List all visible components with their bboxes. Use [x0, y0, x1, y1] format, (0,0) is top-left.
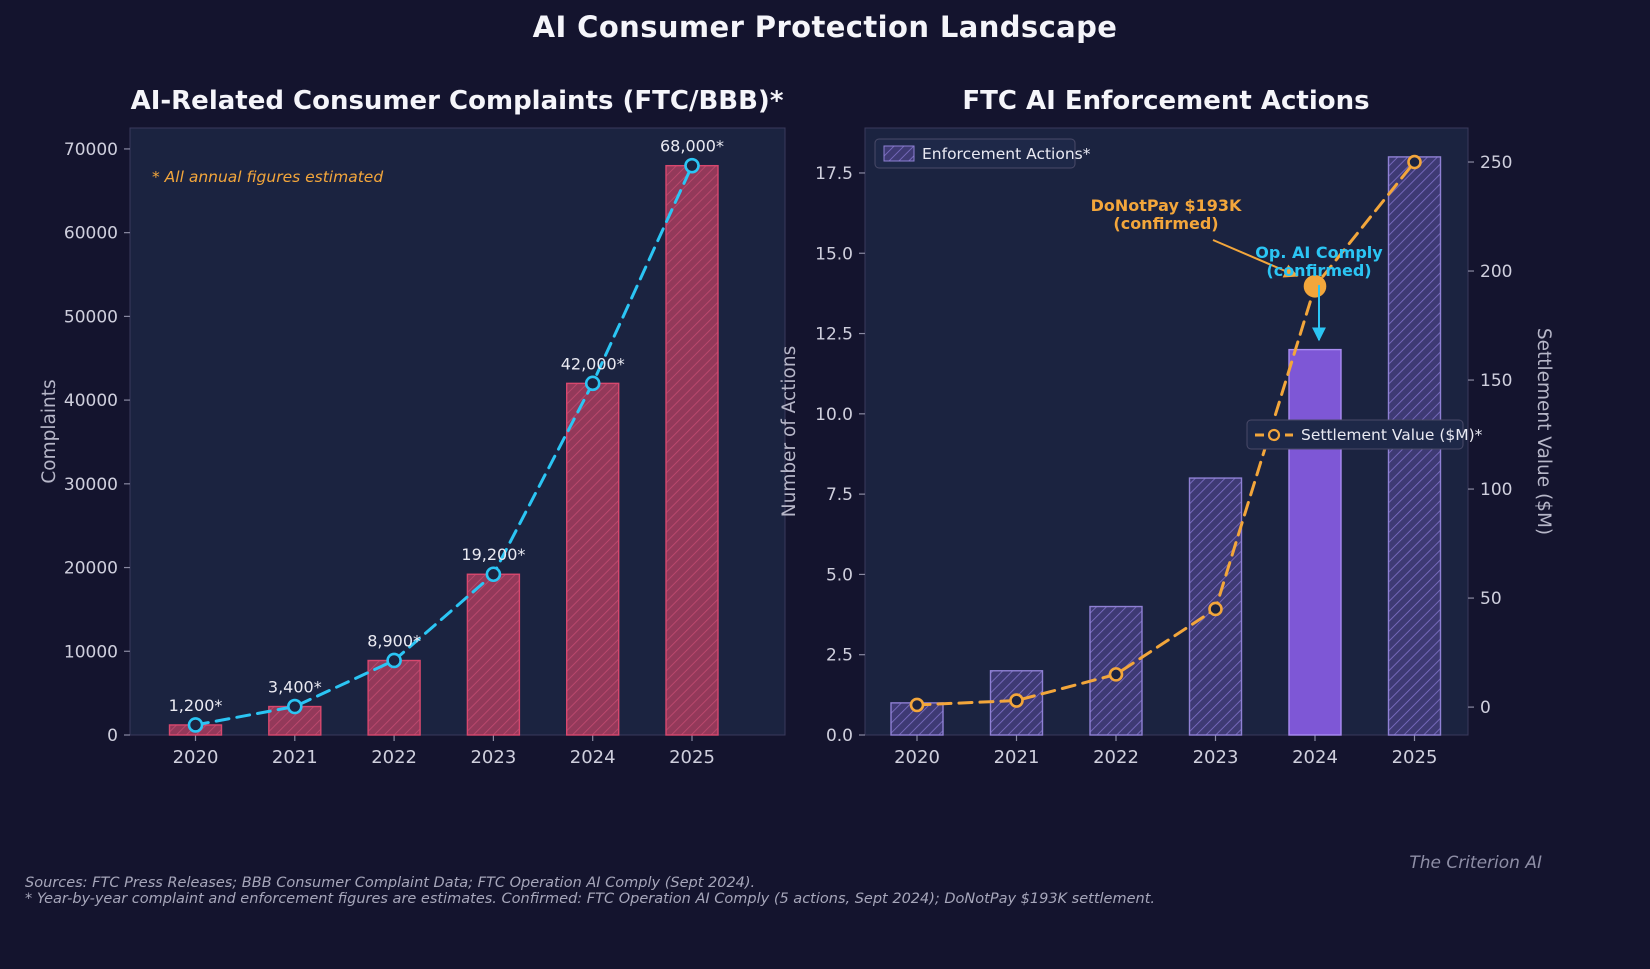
x-tick-label: 2024 — [1292, 747, 1338, 768]
x-tick-label: 2020 — [173, 747, 219, 768]
legend-swatch-bar — [883, 145, 915, 162]
y-tick-label-left: 15.0 — [815, 244, 853, 264]
bar-value-label: 42,000* — [561, 354, 625, 373]
complaints-bar — [566, 382, 620, 736]
estimated-note: * All annual figures estimated — [152, 168, 383, 186]
legend-settlement — [1246, 419, 1464, 450]
y-tick-label-right: 50 — [1480, 589, 1502, 609]
legend-swatch-marker — [1267, 428, 1281, 442]
x-tick-label: 2021 — [994, 747, 1040, 768]
y-tick-label-left: 7.5 — [826, 485, 853, 505]
complaints-bar — [367, 659, 421, 736]
y-tick-label-left: 2.5 — [826, 646, 853, 666]
y-tick-label-right: 150 — [1480, 371, 1512, 391]
y-tick-label-right: 0 — [1480, 698, 1491, 718]
bar-value-label: 8,900* — [367, 631, 421, 650]
y-tick-label: 60000 — [64, 224, 118, 244]
settlement-marker — [1108, 667, 1124, 682]
y-tick-label-left: 12.5 — [815, 325, 853, 345]
x-tick-label: 2025 — [669, 747, 715, 768]
trend-marker — [187, 717, 204, 733]
legend-label-enforcement: Enforcement Actions* — [922, 145, 1091, 163]
annotation-ai-comply: Op. AI Comply — [1255, 243, 1383, 262]
bar-value-label: 1,200* — [169, 696, 223, 715]
y-tick-label-right: 250 — [1480, 153, 1512, 173]
bar-value-label: 68,000* — [660, 137, 724, 156]
settlement-marker — [1208, 601, 1223, 617]
legend-label-settlement: Settlement Value ($M)* — [1301, 426, 1483, 444]
annotation-donotpay: DoNotPay $193K — [1091, 196, 1242, 215]
settlement-line — [915, 160, 1416, 707]
y-tick-label-left: 5.0 — [826, 565, 853, 585]
trend-marker — [286, 698, 303, 715]
bar-value-label: 3,400* — [268, 678, 322, 697]
x-tick-label: 2022 — [371, 747, 417, 768]
settlement-marker — [1407, 154, 1422, 170]
y-tick-label-right: 100 — [1480, 480, 1512, 500]
y-axis-label: Complaints — [39, 379, 60, 483]
y-tick-label: 20000 — [64, 559, 118, 579]
x-tick-label: 2021 — [272, 747, 318, 768]
x-tick-label: 2023 — [1193, 747, 1239, 768]
y-tick-label: 30000 — [64, 475, 118, 495]
y-tick-label: 50000 — [64, 307, 118, 327]
trend-marker — [485, 566, 502, 583]
legend-enforcement — [874, 138, 1076, 169]
y-axis-label-right: Settlement Value ($M) — [1533, 328, 1554, 535]
settlement-marker — [909, 697, 925, 713]
complaints-chart — [124, 127, 786, 741]
y-tick-label: 40000 — [64, 391, 118, 411]
complaints-bar — [466, 573, 521, 736]
x-tick-label: 2023 — [470, 747, 516, 768]
annotation-ai-comply-sub: (confirmed) — [1266, 261, 1371, 280]
x-tick-label: 2020 — [894, 747, 940, 768]
y-tick-label: 10000 — [64, 642, 118, 662]
trend-marker — [684, 157, 700, 174]
enforcement-bar-highlight — [1288, 348, 1342, 736]
y-axis-label-left: Number of Actions — [779, 346, 800, 518]
y-tick-label: 0 — [107, 726, 118, 746]
right-chart-title: FTC AI Enforcement Actions — [962, 86, 1370, 116]
y-tick-label-left: 17.5 — [815, 164, 853, 184]
figure-title: AI Consumer Protection Landscape — [532, 10, 1118, 44]
estimate-note: * Year-by-year complaint and enforcement… — [25, 891, 1155, 907]
y-tick-label-left: 0.0 — [826, 726, 853, 746]
complaints-bar — [665, 164, 719, 736]
enforcement-chart — [859, 127, 1474, 741]
watermark: The Criterion AI — [1409, 853, 1542, 873]
annotation-arrow-donotpay — [1212, 239, 1299, 278]
annotation-donotpay-sub: (confirmed) — [1113, 214, 1218, 233]
y-tick-label-left: 10.0 — [815, 405, 853, 425]
y-tick-label-right: 200 — [1480, 262, 1512, 282]
x-tick-label: 2022 — [1093, 747, 1139, 768]
x-tick-label: 2024 — [570, 747, 616, 768]
left-chart-title: AI-Related Consumer Complaints (FTC/BBB)… — [130, 86, 784, 116]
complaints-trend-line — [194, 164, 694, 727]
settlement-marker — [1009, 693, 1024, 708]
trend-marker — [386, 652, 402, 669]
trend-marker — [584, 375, 601, 392]
source-note: Sources: FTC Press Releases; BBB Consume… — [25, 875, 756, 891]
y-tick-label: 70000 — [64, 140, 118, 160]
x-tick-label: 2025 — [1392, 747, 1438, 768]
bar-value-label: 19,200* — [461, 545, 525, 564]
